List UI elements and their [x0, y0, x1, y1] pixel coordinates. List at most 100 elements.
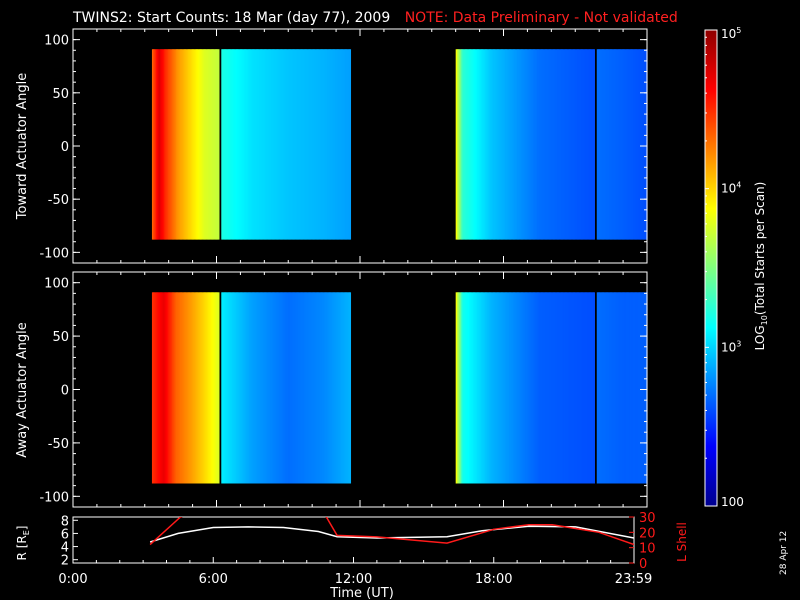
heat-column — [294, 292, 297, 484]
heat-column — [290, 292, 293, 484]
heat-column — [491, 292, 494, 484]
heat-column — [507, 292, 510, 484]
heat-column — [517, 292, 519, 484]
heat-column — [337, 49, 340, 240]
heat-column — [209, 292, 212, 484]
heat-column — [322, 292, 325, 484]
heat-column — [461, 292, 463, 484]
heat-column — [511, 292, 514, 484]
heat-column — [192, 292, 195, 484]
heat-column — [317, 49, 320, 240]
heat-column — [587, 49, 590, 240]
heat-column — [314, 292, 317, 484]
heat-column — [519, 292, 522, 484]
heat-column — [607, 292, 610, 484]
heat-column — [258, 292, 261, 484]
heat-column — [497, 292, 499, 484]
heat-column — [515, 49, 518, 240]
heat-column — [629, 292, 632, 484]
heat-column — [226, 49, 229, 240]
heat-column — [502, 49, 505, 240]
y-tick-label: 50 — [52, 87, 69, 102]
heat-column — [245, 292, 248, 484]
panel3-lines — [149, 517, 634, 546]
heat-column — [237, 49, 240, 240]
heat-column — [281, 292, 284, 484]
heat-column — [347, 292, 350, 484]
heat-column — [323, 49, 326, 240]
heat-column — [538, 49, 541, 240]
heat-column — [239, 49, 242, 240]
heat-column — [285, 292, 288, 484]
heat-column — [466, 292, 469, 484]
lshell-tick-label: 0 — [639, 557, 647, 572]
heat-column — [282, 292, 285, 484]
heat-column — [589, 292, 591, 484]
heat-column — [229, 292, 232, 484]
y-tick-label: 0 — [61, 384, 69, 399]
panel3-ylabel: R [RE] — [15, 526, 31, 561]
heat-column — [162, 292, 165, 484]
r-tick-label: 6 — [61, 527, 69, 542]
heat-column — [178, 292, 181, 484]
heat-column — [154, 49, 157, 240]
heat-column — [315, 49, 318, 240]
heat-column — [499, 292, 502, 484]
heat-column — [343, 292, 346, 484]
panel1-axes: -100 -50 0 50 100 — [39, 29, 648, 263]
heat-column — [289, 292, 292, 484]
heat-column — [198, 292, 201, 484]
heat-column — [627, 49, 630, 240]
lshell-tick-label: 30 — [639, 511, 656, 526]
heat-column — [479, 292, 482, 484]
heat-column — [165, 292, 168, 484]
heat-column — [349, 292, 352, 484]
heat-column — [176, 292, 178, 484]
heat-column — [563, 49, 566, 240]
heat-column — [331, 49, 334, 240]
toward-angle-panel: -100 -50 0 50 100 Toward Actuator Angle — [15, 28, 648, 264]
heat-column — [287, 292, 290, 484]
heat-column — [587, 292, 590, 484]
heat-column — [237, 292, 240, 484]
heat-column — [205, 49, 208, 240]
heat-column — [253, 49, 256, 240]
heat-column — [471, 49, 474, 240]
heat-column — [194, 49, 197, 240]
heat-column — [541, 292, 543, 484]
heat-column — [197, 49, 200, 240]
heat-column — [341, 292, 344, 484]
heat-column — [337, 292, 340, 484]
heat-column — [509, 292, 511, 484]
heat-column — [458, 292, 461, 484]
heat-column — [501, 49, 503, 240]
heat-column — [483, 292, 486, 484]
heat-column — [222, 49, 225, 240]
heat-column — [586, 49, 589, 240]
heat-column — [258, 49, 261, 240]
heat-column — [550, 292, 553, 484]
heat-column — [266, 49, 269, 240]
heat-column — [309, 292, 312, 484]
lshell-tick-label: 10 — [639, 542, 656, 557]
heat-column — [574, 292, 577, 484]
heat-column — [555, 49, 558, 240]
heat-column — [289, 49, 292, 240]
heat-column — [317, 292, 320, 484]
heat-column — [278, 292, 281, 484]
heat-column — [503, 49, 506, 240]
heat-column — [539, 49, 542, 240]
heat-column — [550, 49, 553, 240]
heat-column — [521, 292, 523, 484]
heat-column — [514, 292, 517, 484]
heat-column — [335, 292, 338, 484]
heat-column — [561, 49, 563, 240]
panel2-axes: -100 -50 0 50 100 — [39, 272, 648, 507]
heat-column — [154, 292, 157, 484]
heat-column — [279, 292, 282, 484]
heat-column — [157, 49, 160, 240]
heat-column — [196, 292, 199, 484]
heat-column — [295, 49, 298, 240]
